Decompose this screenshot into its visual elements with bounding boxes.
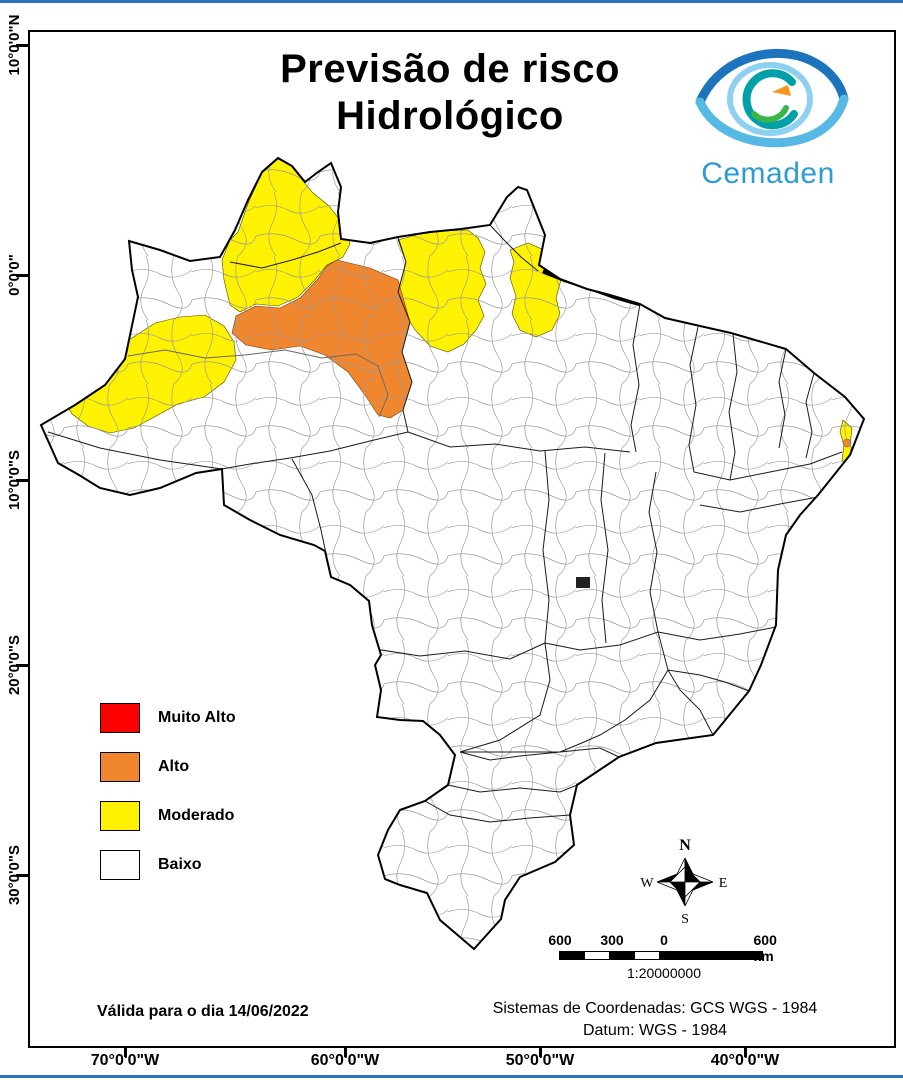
legend-item-muito-alto: Muito Alto xyxy=(100,702,236,734)
compass-w: W xyxy=(640,876,654,891)
legend-item-moderado: Moderado xyxy=(100,800,236,832)
coordinate-system-info: Sistemas de Coordenadas: GCS WGS - 1984 … xyxy=(420,998,890,1041)
scale-bar: 600 300 0 600 km 1:20000000 xyxy=(548,932,797,992)
lat-tick xyxy=(16,479,29,482)
scale-label-600-left: 600 xyxy=(548,932,572,948)
risk-legend: Muito Alto Alto Moderado Baixo xyxy=(100,702,236,898)
validity-date: Válida para o dia 14/06/2022 xyxy=(97,1003,309,1020)
compass-e: E xyxy=(719,876,728,891)
lon-tick xyxy=(124,1046,127,1057)
lon-tick xyxy=(539,1046,542,1057)
lon-label-50w: 50°0'0"W xyxy=(505,1052,575,1069)
scale-segment xyxy=(634,951,660,960)
title-line-2: Hidrológico xyxy=(336,94,564,139)
page-title: Previsão de risco Hidrológico xyxy=(120,46,780,140)
legend-item-alto: Alto xyxy=(100,751,236,783)
bottom-accent-line xyxy=(0,1075,903,1078)
lon-label-40w: 40°0'0"W xyxy=(710,1052,780,1069)
legend-label-muito-alto: Muito Alto xyxy=(158,709,236,726)
cemaden-logo-text: Cemaden xyxy=(701,157,835,190)
scale-segment xyxy=(659,951,763,960)
federal-district-marker xyxy=(576,577,590,588)
lon-label-60w: 60°0'0"W xyxy=(310,1052,380,1069)
scale-segment xyxy=(559,951,585,960)
legend-swatch-alto xyxy=(100,752,140,782)
cemaden-eye-icon xyxy=(695,48,849,148)
lat-tick xyxy=(16,664,29,667)
lon-tick xyxy=(344,1046,347,1057)
compass-rose-icon: N E S W xyxy=(640,837,728,927)
lat-tick xyxy=(16,44,29,47)
cemaden-logo: Cemaden xyxy=(680,44,856,191)
legend-swatch-moderado xyxy=(100,801,140,831)
brazil-outline xyxy=(39,156,866,951)
legend-label-moderado: Moderado xyxy=(158,807,235,824)
scale-segment xyxy=(609,951,635,960)
scale-label-0: 0 xyxy=(660,932,668,948)
scale-bar-segments xyxy=(559,951,763,960)
legend-item-baixo: Baixo xyxy=(100,849,236,881)
lon-label-70w: 70°0'0"W xyxy=(90,1052,160,1069)
title-line-1: Previsão de risco xyxy=(280,47,620,91)
datum-line: Datum: WGS - 1984 xyxy=(582,1021,728,1039)
compass-s: S xyxy=(681,912,689,927)
legend-label-baixo: Baixo xyxy=(158,856,202,873)
legend-swatch-baixo xyxy=(100,850,140,880)
map-frame xyxy=(28,30,896,1048)
lon-tick xyxy=(744,1046,747,1057)
lat-tick xyxy=(16,274,29,277)
legend-label-alto: Alto xyxy=(158,758,190,775)
coordinate-system-line: Sistemas de Coordenadas: GCS WGS - 1984 xyxy=(492,1000,818,1017)
state-borders xyxy=(47,224,843,823)
scale-ratio: 1:20000000 xyxy=(627,965,701,981)
top-accent-line xyxy=(0,0,903,3)
compass-n: N xyxy=(679,837,691,854)
lat-tick xyxy=(16,874,29,877)
compass-rose: N E S W xyxy=(635,830,735,934)
scale-segment xyxy=(584,951,610,960)
amazon-river-line xyxy=(127,349,389,418)
scale-label-300: 300 xyxy=(600,932,624,948)
legend-swatch-muito-alto xyxy=(100,703,140,733)
